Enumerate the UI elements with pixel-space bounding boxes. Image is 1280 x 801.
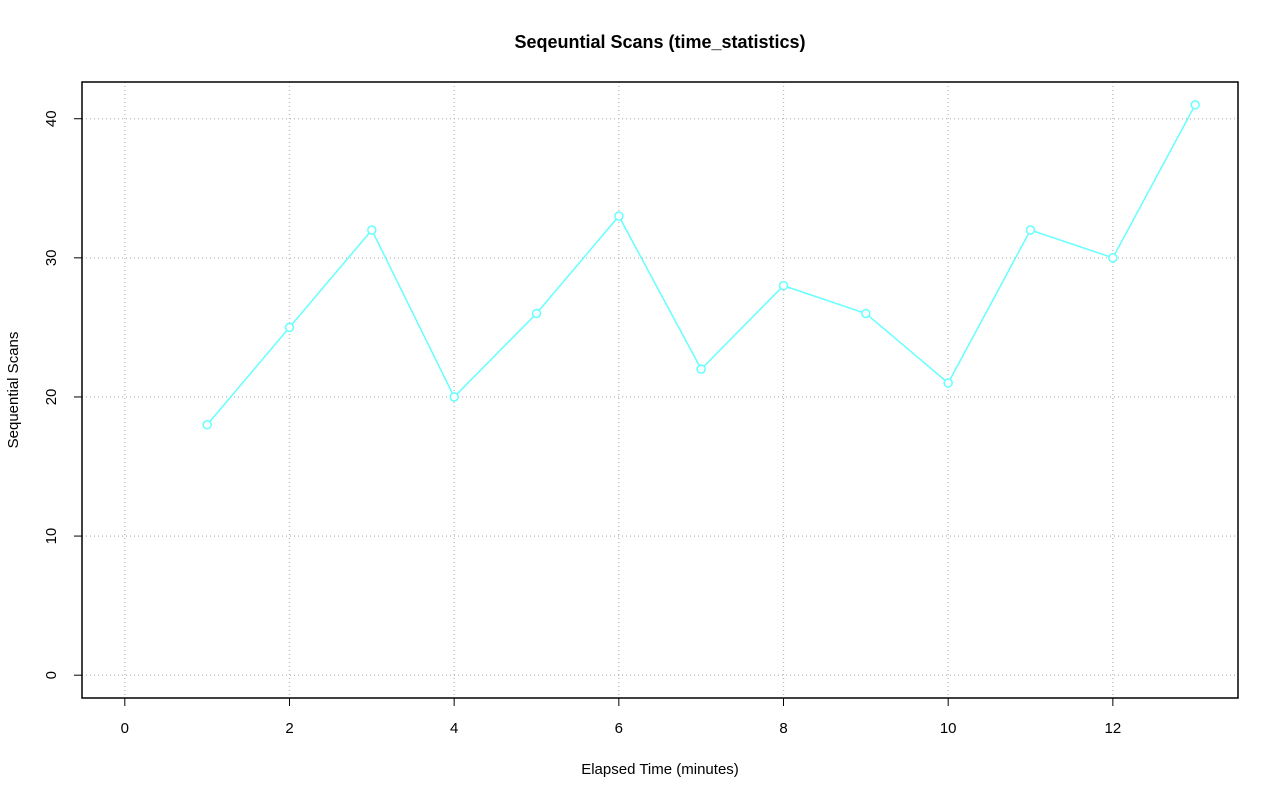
- chart-title: Seqeuntial Scans (time_statistics): [514, 32, 805, 52]
- data-point: [943, 378, 953, 388]
- x-tick-label: 10: [940, 720, 957, 737]
- x-axis-label: Elapsed Time (minutes): [581, 761, 739, 778]
- data-point: [861, 308, 871, 319]
- data-point: [367, 225, 377, 235]
- y-tick-label: 40: [43, 110, 60, 127]
- x-tick-label: 8: [779, 720, 787, 737]
- data-point: [1025, 225, 1036, 235]
- data-point: [778, 280, 789, 291]
- y-tick-label: 20: [43, 389, 60, 406]
- data-point: [1108, 253, 1118, 263]
- plot-frame: [81, 81, 1239, 699]
- y-tick-label: 10: [43, 528, 60, 545]
- data-line: [206, 104, 1196, 426]
- data-point: [202, 420, 212, 430]
- x-tick-label: 2: [285, 720, 293, 737]
- data-point: [614, 211, 624, 221]
- x-tick-label: 0: [121, 720, 129, 737]
- data-point: [531, 308, 542, 319]
- y-tick-label: 0: [43, 671, 60, 679]
- data-point: [449, 392, 459, 402]
- y-axis-label: Sequential Scans: [5, 332, 22, 449]
- y-tick-label: 30: [43, 249, 60, 266]
- x-tick-label: 12: [1105, 720, 1122, 737]
- x-tick-label: 6: [615, 720, 623, 737]
- x-tick-label: 4: [450, 720, 458, 737]
- data-point: [1190, 100, 1200, 110]
- data-point: [696, 364, 706, 374]
- data-point: [284, 322, 295, 333]
